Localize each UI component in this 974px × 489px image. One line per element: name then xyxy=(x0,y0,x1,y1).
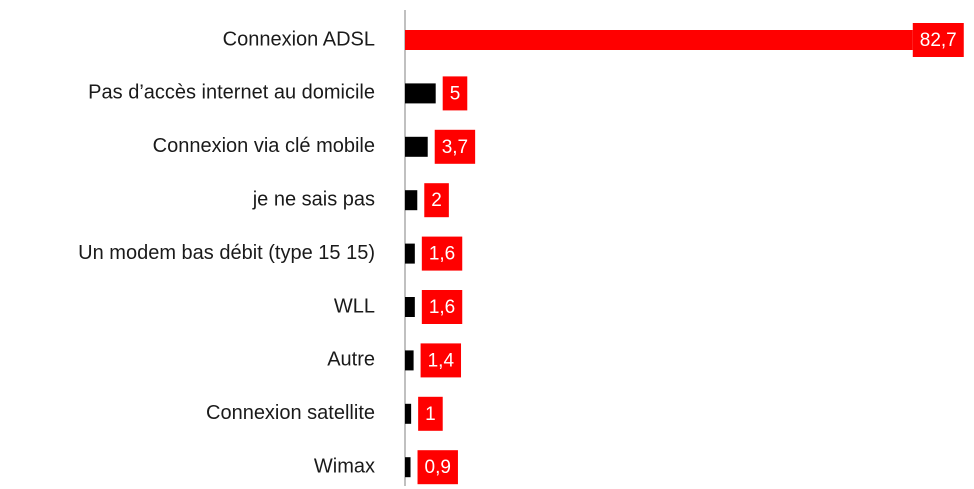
value-label-box xyxy=(912,23,964,57)
value-label: 1,6 xyxy=(429,244,455,265)
value-label: 3,7 xyxy=(442,137,468,158)
value-label-box xyxy=(421,236,463,271)
category-label: Autre xyxy=(327,349,375,371)
category-label: Connexion satellite xyxy=(206,402,375,424)
bar xyxy=(405,350,414,371)
value-label-box xyxy=(442,76,468,111)
category-label: Connexion via clé mobile xyxy=(153,135,375,157)
value-label-box xyxy=(421,290,463,324)
category-label: Pas d’accès internet au domicile xyxy=(88,82,375,104)
bar xyxy=(405,136,428,157)
category-label: Un modem bas débit (type 15 15) xyxy=(78,242,375,264)
value-label: 1 xyxy=(425,404,436,425)
bar xyxy=(405,403,412,424)
category-label: Wimax xyxy=(314,455,375,477)
value-label-box xyxy=(434,129,476,164)
value-label: 1,6 xyxy=(429,297,455,318)
value-label-box xyxy=(417,450,458,485)
value-label-box xyxy=(418,396,443,431)
bar xyxy=(405,30,913,50)
bar xyxy=(405,243,415,264)
value-label: 0,9 xyxy=(425,457,451,478)
bar xyxy=(405,457,411,478)
value-label: 5 xyxy=(450,83,461,104)
category-label: WLL xyxy=(334,295,375,317)
bar xyxy=(405,83,436,104)
category-label: je ne sais pas xyxy=(252,188,375,210)
value-label: 2 xyxy=(431,190,442,211)
value-label-box xyxy=(420,343,462,378)
bar xyxy=(405,297,415,317)
value-label: 1,4 xyxy=(428,350,455,371)
bar xyxy=(405,190,418,211)
value-label-box xyxy=(424,183,449,218)
value-label: 82,7 xyxy=(920,30,957,51)
category-label: Connexion ADSL xyxy=(223,28,375,50)
